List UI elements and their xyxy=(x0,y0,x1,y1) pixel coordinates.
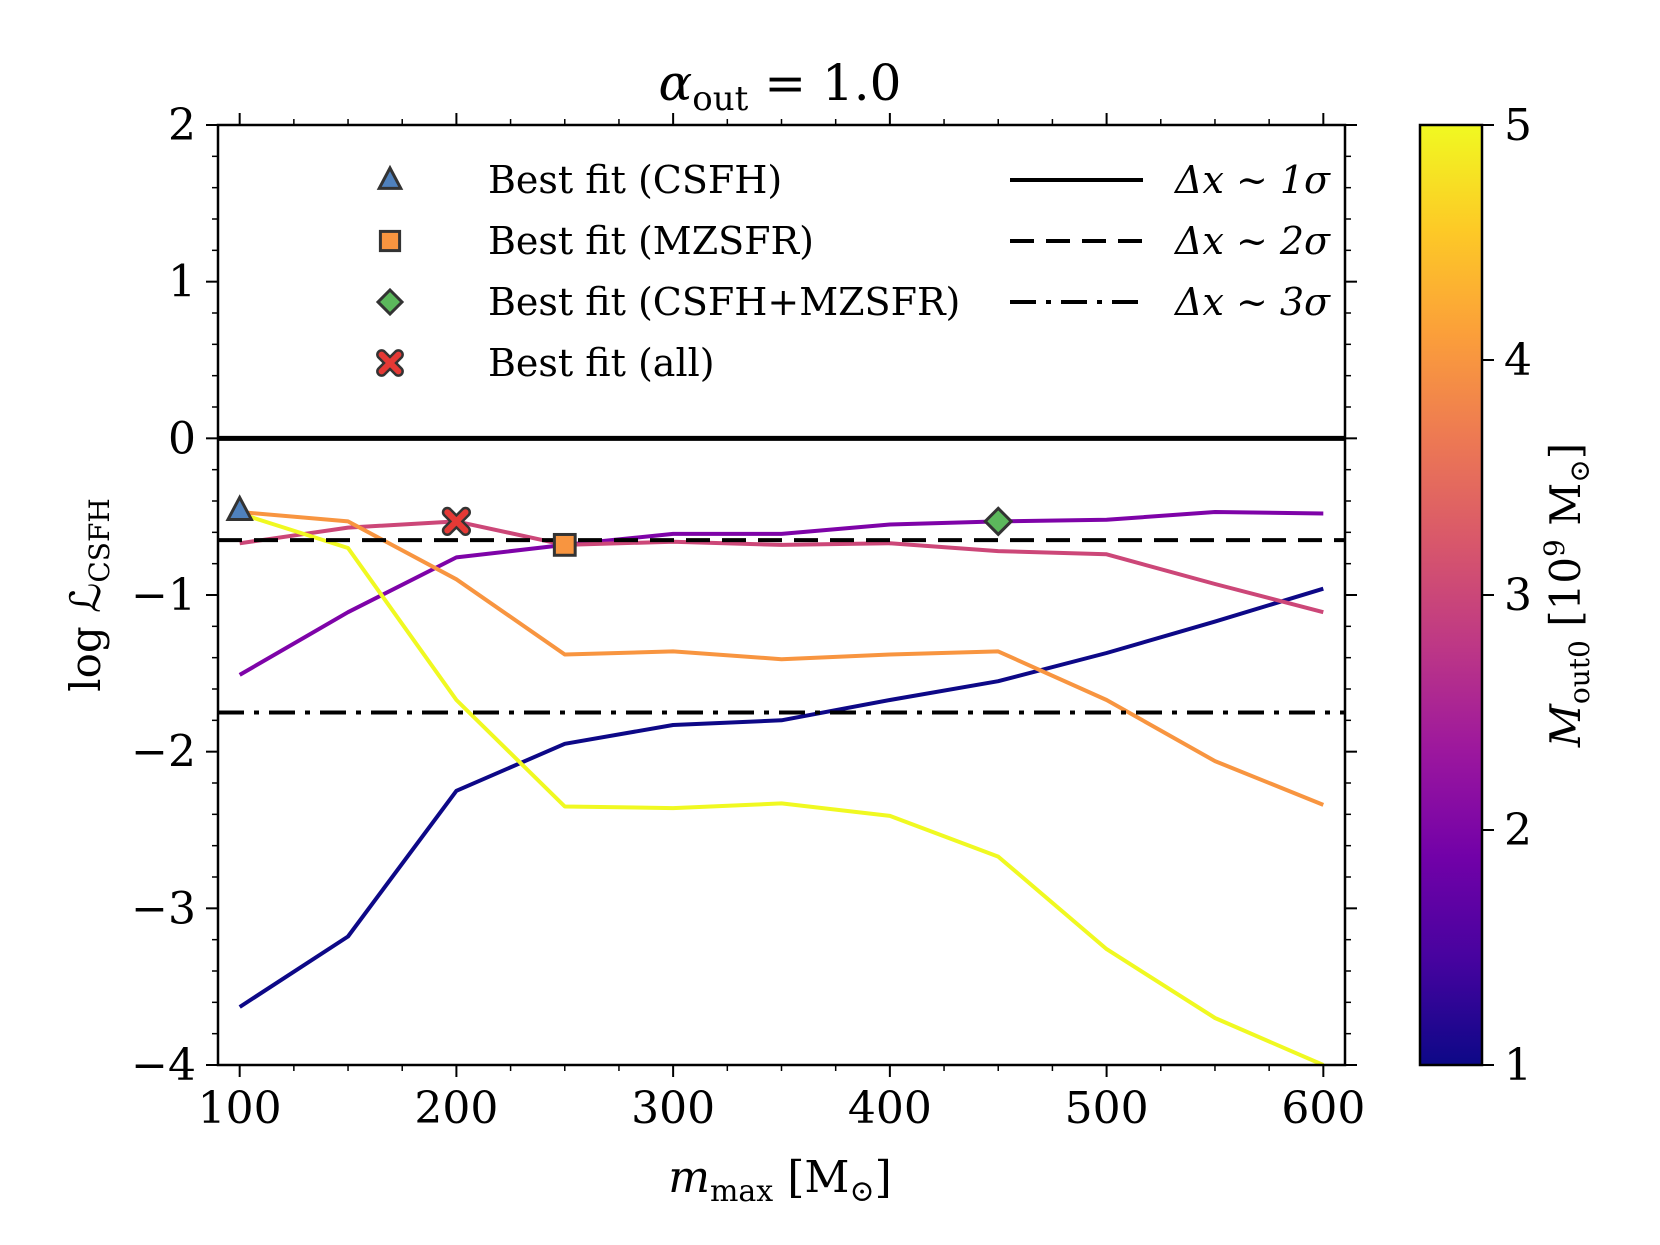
x-axis-label: mmax [M⊙] xyxy=(668,1152,892,1209)
legend-label: Best fit (MZSFR) xyxy=(488,219,814,263)
best-fit-marker-triangle xyxy=(225,494,254,521)
series-line-4 xyxy=(239,510,1325,807)
best-fit-markers xyxy=(225,494,1014,557)
chart-title-value: = 1.0 xyxy=(748,54,901,112)
x-tick-label: 500 xyxy=(1065,1083,1149,1134)
x-axis-label-subscript: max xyxy=(710,1174,773,1209)
y-axis-label-subscript: CSFH xyxy=(83,498,116,582)
colorbar-tick-label: 2 xyxy=(1504,805,1532,856)
legend-marker-triangle xyxy=(376,164,404,190)
best-fit-marker-x xyxy=(441,506,472,536)
y-tick-label: 0 xyxy=(168,413,196,464)
best-fit-marker-diamond xyxy=(983,506,1014,537)
legend-marker-entries: Best fit (CSFH) Best fit (MZSFR) Best fit … xyxy=(375,158,960,385)
series-line-3 xyxy=(239,519,1324,615)
legend-marker-x xyxy=(376,349,404,377)
colorbar-ticks: 1 2 3 4 5 xyxy=(1482,100,1532,1091)
legend-line-label: Δx ~ 2σ xyxy=(1173,219,1331,263)
colorbar-label-unit: [10 xyxy=(1541,557,1590,640)
series-line-5 xyxy=(239,511,1325,1065)
y-axis-label: log ℒCSFH xyxy=(61,498,116,692)
x-tick-label: 300 xyxy=(631,1083,715,1134)
y-tick-label: −3 xyxy=(131,883,196,934)
x-tick-label: 600 xyxy=(1281,1083,1365,1134)
series-lines xyxy=(238,510,1325,1065)
legend-line-label: Δx ~ 3σ xyxy=(1173,280,1331,324)
legend-label: Best fit (CSFH+MZSFR) xyxy=(488,280,960,324)
x-axis-label-unit-subscript: ⊙ xyxy=(849,1174,874,1209)
legend-line-label: Δx ~ 1σ xyxy=(1173,158,1331,202)
x-tick-label: 400 xyxy=(848,1083,932,1134)
x-axis-label-unit: [M xyxy=(773,1152,849,1203)
colorbar-label: Mout0 [109 M⊙] xyxy=(1538,443,1596,748)
colorbar-label-symbol: M xyxy=(1541,703,1590,748)
colorbar-tick-label: 4 xyxy=(1504,335,1532,386)
y-tick-label: −1 xyxy=(131,570,196,621)
legend: Best fit (CSFH) Best fit (MZSFR) Best fit … xyxy=(375,158,1331,385)
colorbar-label-rest: M xyxy=(1541,483,1590,539)
colorbar-tick-label: 5 xyxy=(1504,100,1532,151)
legend-label: Best fit (CSFH) xyxy=(488,158,782,202)
colorbar-label-close: ] xyxy=(1541,443,1590,459)
reference-lines xyxy=(218,435,1345,715)
colorbar-label-rest-subscript: ⊙ xyxy=(1563,459,1596,482)
chart-title: αout = 1.0 xyxy=(659,54,902,119)
x-tick-label: 100 xyxy=(198,1083,282,1134)
chart-title-symbol: α xyxy=(659,54,693,112)
y-tick-label: 2 xyxy=(168,100,196,151)
y-tick-label: −4 xyxy=(131,1040,196,1091)
y-axis-label-base: log ℒ xyxy=(61,583,110,692)
best-fit-marker-square xyxy=(552,532,577,557)
x-axis-label-close: ] xyxy=(875,1152,892,1203)
x-axis-label-symbol: m xyxy=(668,1152,710,1203)
colorbar-tick-label: 1 xyxy=(1504,1040,1532,1091)
colorbar-label-superscript: 9 xyxy=(1538,539,1571,557)
colorbar-tick-label: 3 xyxy=(1504,570,1532,621)
colorbar-label-subscript: out0 xyxy=(1563,640,1596,704)
y-tick-label: −2 xyxy=(131,727,196,778)
chart-title-subscript: out xyxy=(692,79,748,119)
colorbar-gradient xyxy=(1418,123,1484,1067)
series-line-1 xyxy=(238,586,1324,1009)
legend-label: Best fit (all) xyxy=(488,341,715,385)
x-axis-ticks: 100 200 300 400 500 600 xyxy=(198,113,1365,1134)
x-tick-label: 200 xyxy=(414,1083,498,1134)
y-axis-ticks: −4 −3 −2 −1 0 1 2 xyxy=(131,100,1357,1091)
plot-frame xyxy=(216,123,1347,1067)
series-line-2 xyxy=(238,510,1324,677)
legend-marker-diamond xyxy=(375,287,405,317)
y-tick-label: 1 xyxy=(168,257,196,308)
legend-marker-square xyxy=(378,229,402,253)
legend-line-entries: Δx ~ 1σ Δx ~ 2σ Δx ~ 3σ xyxy=(1010,158,1331,324)
